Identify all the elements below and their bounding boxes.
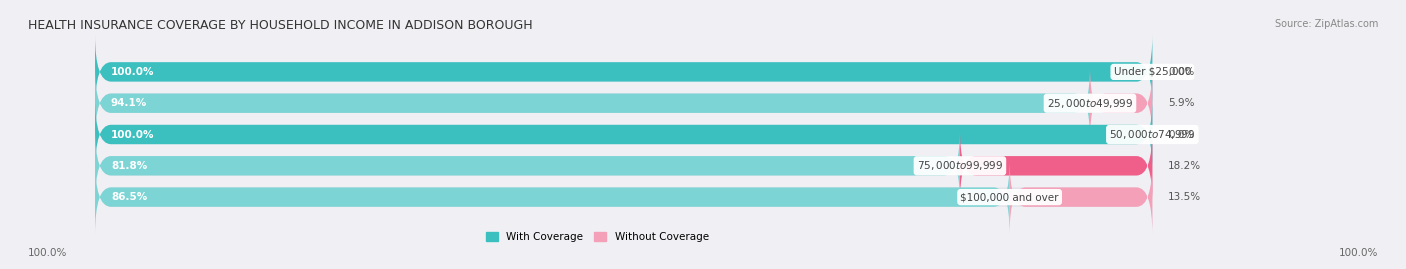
Text: 100.0%: 100.0% (111, 67, 155, 77)
FancyBboxPatch shape (96, 97, 1153, 172)
FancyBboxPatch shape (96, 35, 1153, 109)
Text: 13.5%: 13.5% (1168, 192, 1201, 202)
FancyBboxPatch shape (96, 129, 960, 203)
FancyBboxPatch shape (96, 160, 1153, 234)
Text: 18.2%: 18.2% (1168, 161, 1201, 171)
Text: 100.0%: 100.0% (1339, 248, 1378, 258)
Text: 86.5%: 86.5% (111, 192, 148, 202)
Text: $100,000 and over: $100,000 and over (960, 192, 1059, 202)
Text: 0.0%: 0.0% (1168, 67, 1195, 77)
Text: 0.0%: 0.0% (1168, 129, 1195, 140)
FancyBboxPatch shape (96, 35, 1153, 109)
Text: Source: ZipAtlas.com: Source: ZipAtlas.com (1274, 19, 1378, 29)
FancyBboxPatch shape (1090, 66, 1153, 140)
Text: 94.1%: 94.1% (111, 98, 148, 108)
Text: 81.8%: 81.8% (111, 161, 148, 171)
Text: 100.0%: 100.0% (111, 129, 155, 140)
FancyBboxPatch shape (1010, 160, 1153, 234)
Text: $75,000 to $99,999: $75,000 to $99,999 (917, 159, 1002, 172)
Text: 5.9%: 5.9% (1168, 98, 1195, 108)
Text: 100.0%: 100.0% (28, 248, 67, 258)
Legend: With Coverage, Without Coverage: With Coverage, Without Coverage (481, 228, 713, 246)
FancyBboxPatch shape (960, 129, 1153, 203)
FancyBboxPatch shape (96, 66, 1090, 140)
FancyBboxPatch shape (96, 97, 1153, 172)
Text: $50,000 to $74,999: $50,000 to $74,999 (1109, 128, 1195, 141)
Text: Under $25,000: Under $25,000 (1114, 67, 1191, 77)
FancyBboxPatch shape (96, 129, 1153, 203)
FancyBboxPatch shape (96, 160, 1010, 234)
Text: $25,000 to $49,999: $25,000 to $49,999 (1047, 97, 1133, 110)
Text: HEALTH INSURANCE COVERAGE BY HOUSEHOLD INCOME IN ADDISON BOROUGH: HEALTH INSURANCE COVERAGE BY HOUSEHOLD I… (28, 19, 533, 32)
FancyBboxPatch shape (96, 66, 1153, 140)
